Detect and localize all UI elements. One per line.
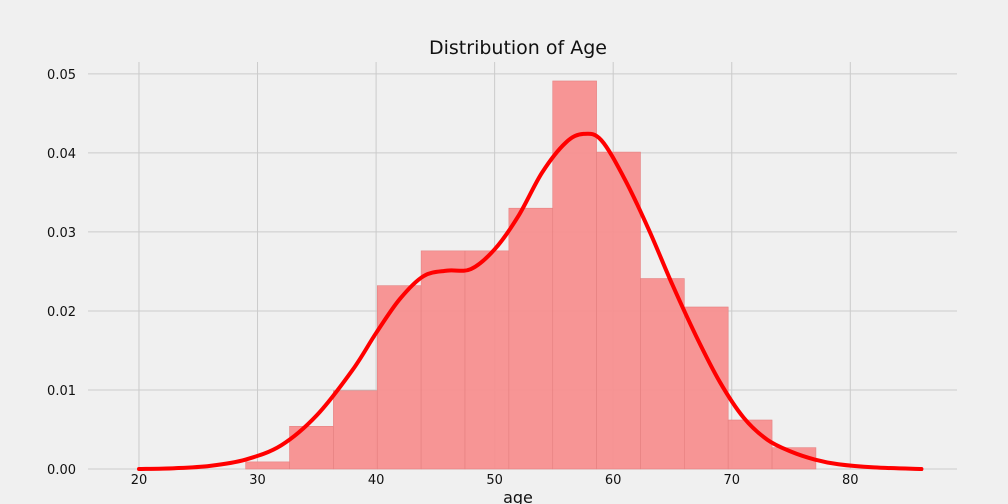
x-tick-label: 60 bbox=[605, 473, 622, 488]
chart-title: Distribution of Age bbox=[429, 37, 607, 59]
x-tick-label: 80 bbox=[842, 473, 859, 488]
y-tick-label: 0.02 bbox=[47, 305, 76, 320]
x-tick-label: 30 bbox=[249, 473, 266, 488]
y-tick-label: 0.03 bbox=[47, 226, 76, 241]
histogram-bar bbox=[333, 390, 378, 470]
y-tick-label: 0.05 bbox=[47, 68, 76, 83]
x-tick-labels: 20 30 40 50 60 70 80 bbox=[131, 473, 859, 488]
histogram-bar bbox=[420, 250, 466, 470]
x-tick-label: 20 bbox=[131, 473, 148, 488]
y-tick-label: 0.04 bbox=[47, 147, 76, 162]
y-tick-labels: 0.00 0.01 0.02 0.03 0.04 0.05 bbox=[47, 68, 76, 478]
x-axis-label: age bbox=[503, 488, 533, 504]
histogram-bar bbox=[376, 285, 422, 470]
histogram-bar bbox=[640, 278, 685, 470]
histogram-bars bbox=[245, 80, 817, 470]
histogram-bar bbox=[245, 461, 290, 470]
histogram-bar bbox=[464, 250, 510, 470]
histogram-bar bbox=[684, 306, 729, 470]
y-tick-label: 0.01 bbox=[47, 384, 76, 399]
histogram-bar bbox=[727, 419, 773, 470]
y-tick-label: 0.00 bbox=[47, 463, 76, 478]
kde-layer bbox=[136, 131, 924, 471]
x-tick-label: 70 bbox=[723, 473, 740, 488]
histogram-bar bbox=[596, 151, 641, 470]
histogram-bar bbox=[552, 80, 597, 470]
x-tick-label: 50 bbox=[486, 473, 503, 488]
histogram-bar bbox=[508, 207, 554, 470]
x-tick-label: 40 bbox=[368, 473, 385, 488]
kde-curve bbox=[136, 131, 924, 471]
